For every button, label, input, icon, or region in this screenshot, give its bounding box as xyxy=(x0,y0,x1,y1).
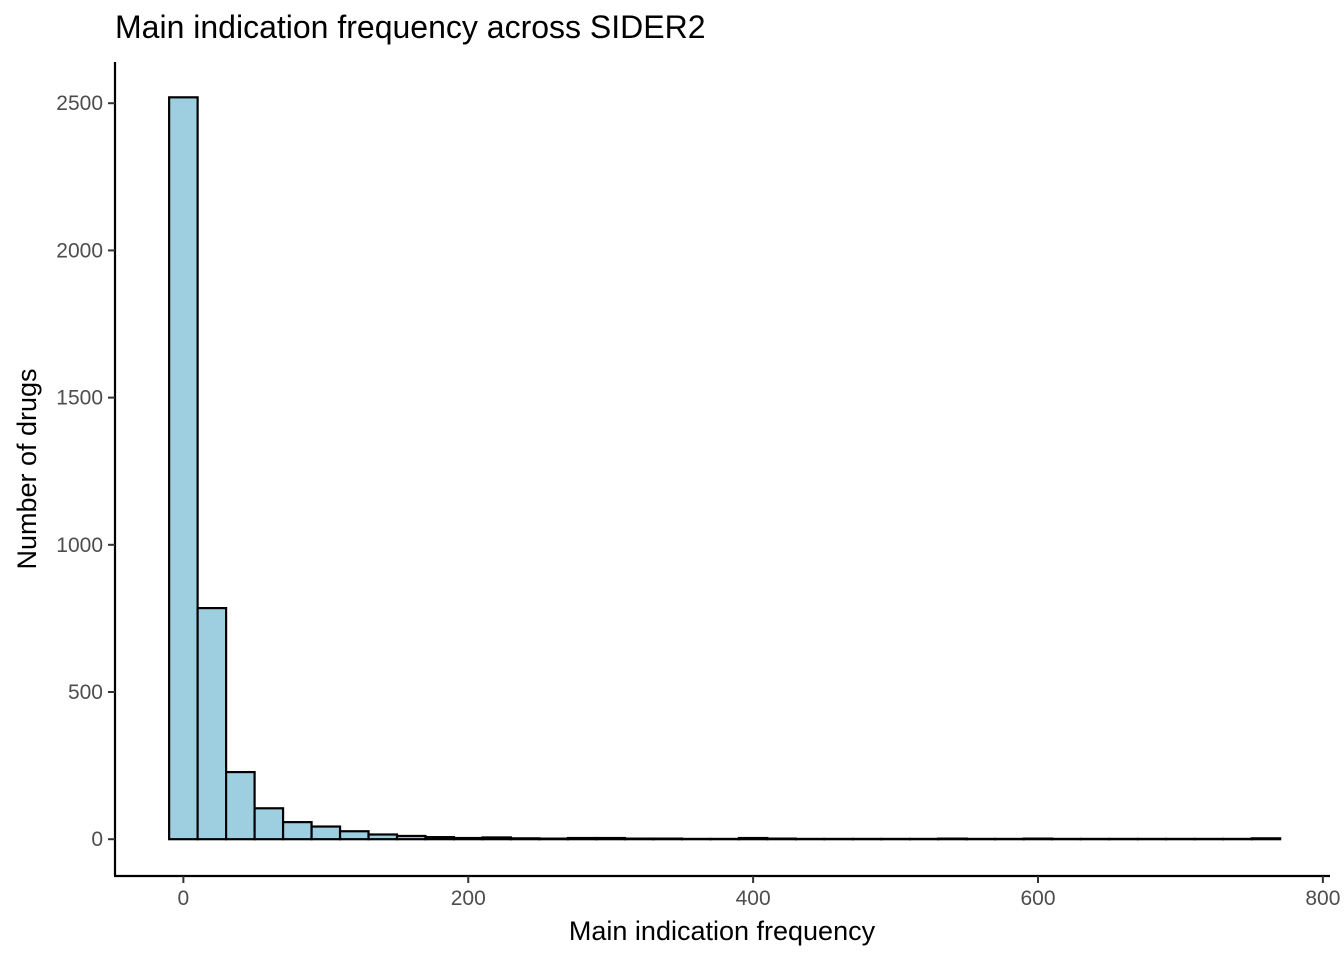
histogram-bar xyxy=(281,821,313,841)
y-axis-label: Number of drugs xyxy=(12,368,42,569)
x-axis-label: Main indication frequency xyxy=(569,916,876,946)
histogram-bar xyxy=(253,807,285,841)
histogram-bar xyxy=(937,837,968,841)
y-tick-label: 2000 xyxy=(56,239,103,262)
histogram-bar xyxy=(509,837,541,841)
y-tick-label: 2500 xyxy=(56,92,103,115)
histogram-bar xyxy=(424,836,456,841)
histogram-bar xyxy=(737,836,769,841)
histogram-bar xyxy=(652,837,684,841)
histogram-bar xyxy=(1022,837,1054,841)
y-tick-label: 500 xyxy=(68,681,103,704)
histogram-bar xyxy=(196,606,228,841)
y-tick-label: 1000 xyxy=(56,534,103,557)
histogram-bar xyxy=(538,837,570,841)
x-tick-label: 400 xyxy=(736,887,771,910)
x-axis-ticks: 0 200 400 600 800 xyxy=(178,876,1340,910)
histogram-bar xyxy=(566,836,598,841)
histogram-bar xyxy=(766,837,797,841)
y-tick-label: 1500 xyxy=(56,387,103,410)
histogram-bar xyxy=(338,830,370,841)
histogram-bar xyxy=(481,836,513,841)
x-tick-label: 800 xyxy=(1305,887,1340,910)
x-tick-label: 600 xyxy=(1020,887,1055,910)
x-tick-label: 0 xyxy=(178,887,190,910)
histogram-bar xyxy=(623,837,655,841)
histogram-bar xyxy=(168,96,199,841)
histogram-bars xyxy=(168,96,1282,841)
chart-title: Main indication frequency across SIDER2 xyxy=(115,9,706,45)
x-tick-label: 200 xyxy=(451,887,486,910)
histogram-bar xyxy=(1250,837,1282,841)
histogram-bar xyxy=(310,825,342,841)
y-axis-ticks: 0 500 1000 1500 2000 2500 xyxy=(56,92,115,851)
histogram-bar xyxy=(225,770,256,841)
histogram-bar xyxy=(452,836,484,841)
histogram-bar xyxy=(395,834,427,841)
histogram-bar xyxy=(367,833,399,841)
histogram-bar xyxy=(595,836,627,841)
y-tick-label: 0 xyxy=(91,828,103,851)
